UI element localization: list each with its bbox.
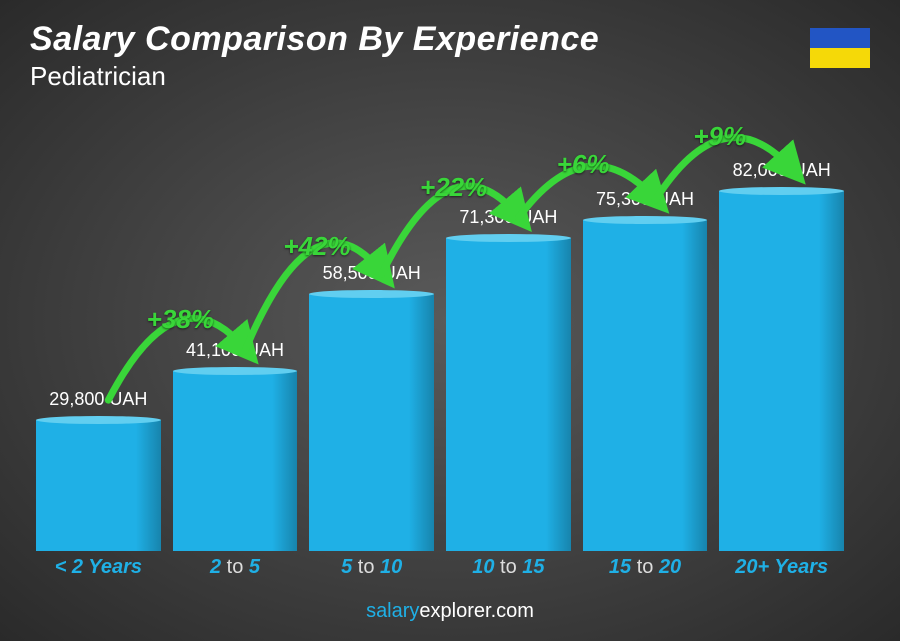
footer-brand-rest: explorer.com bbox=[419, 600, 534, 622]
flag-bottom-stripe bbox=[810, 48, 870, 68]
footer-brand-highlight: salary bbox=[366, 600, 419, 622]
chart-area: 29,800 UAH< 2 Years41,100 UAH2 to 558,50… bbox=[30, 110, 850, 581]
growth-pct-label: +42% bbox=[283, 231, 350, 262]
chart-header: Salary Comparison By Experience Pediatri… bbox=[30, 20, 599, 92]
chart-subtitle: Pediatrician bbox=[30, 61, 599, 92]
growth-pct-label: +22% bbox=[420, 172, 487, 203]
chart-title: Salary Comparison By Experience bbox=[30, 20, 599, 59]
footer-brand: salaryexplorer.com bbox=[0, 600, 900, 623]
growth-pct-label: +6% bbox=[557, 149, 610, 180]
flag-icon bbox=[810, 28, 870, 68]
growth-pct-label: +9% bbox=[693, 121, 746, 152]
growth-pct-label: +38% bbox=[147, 304, 214, 335]
flag-top-stripe bbox=[810, 28, 870, 48]
